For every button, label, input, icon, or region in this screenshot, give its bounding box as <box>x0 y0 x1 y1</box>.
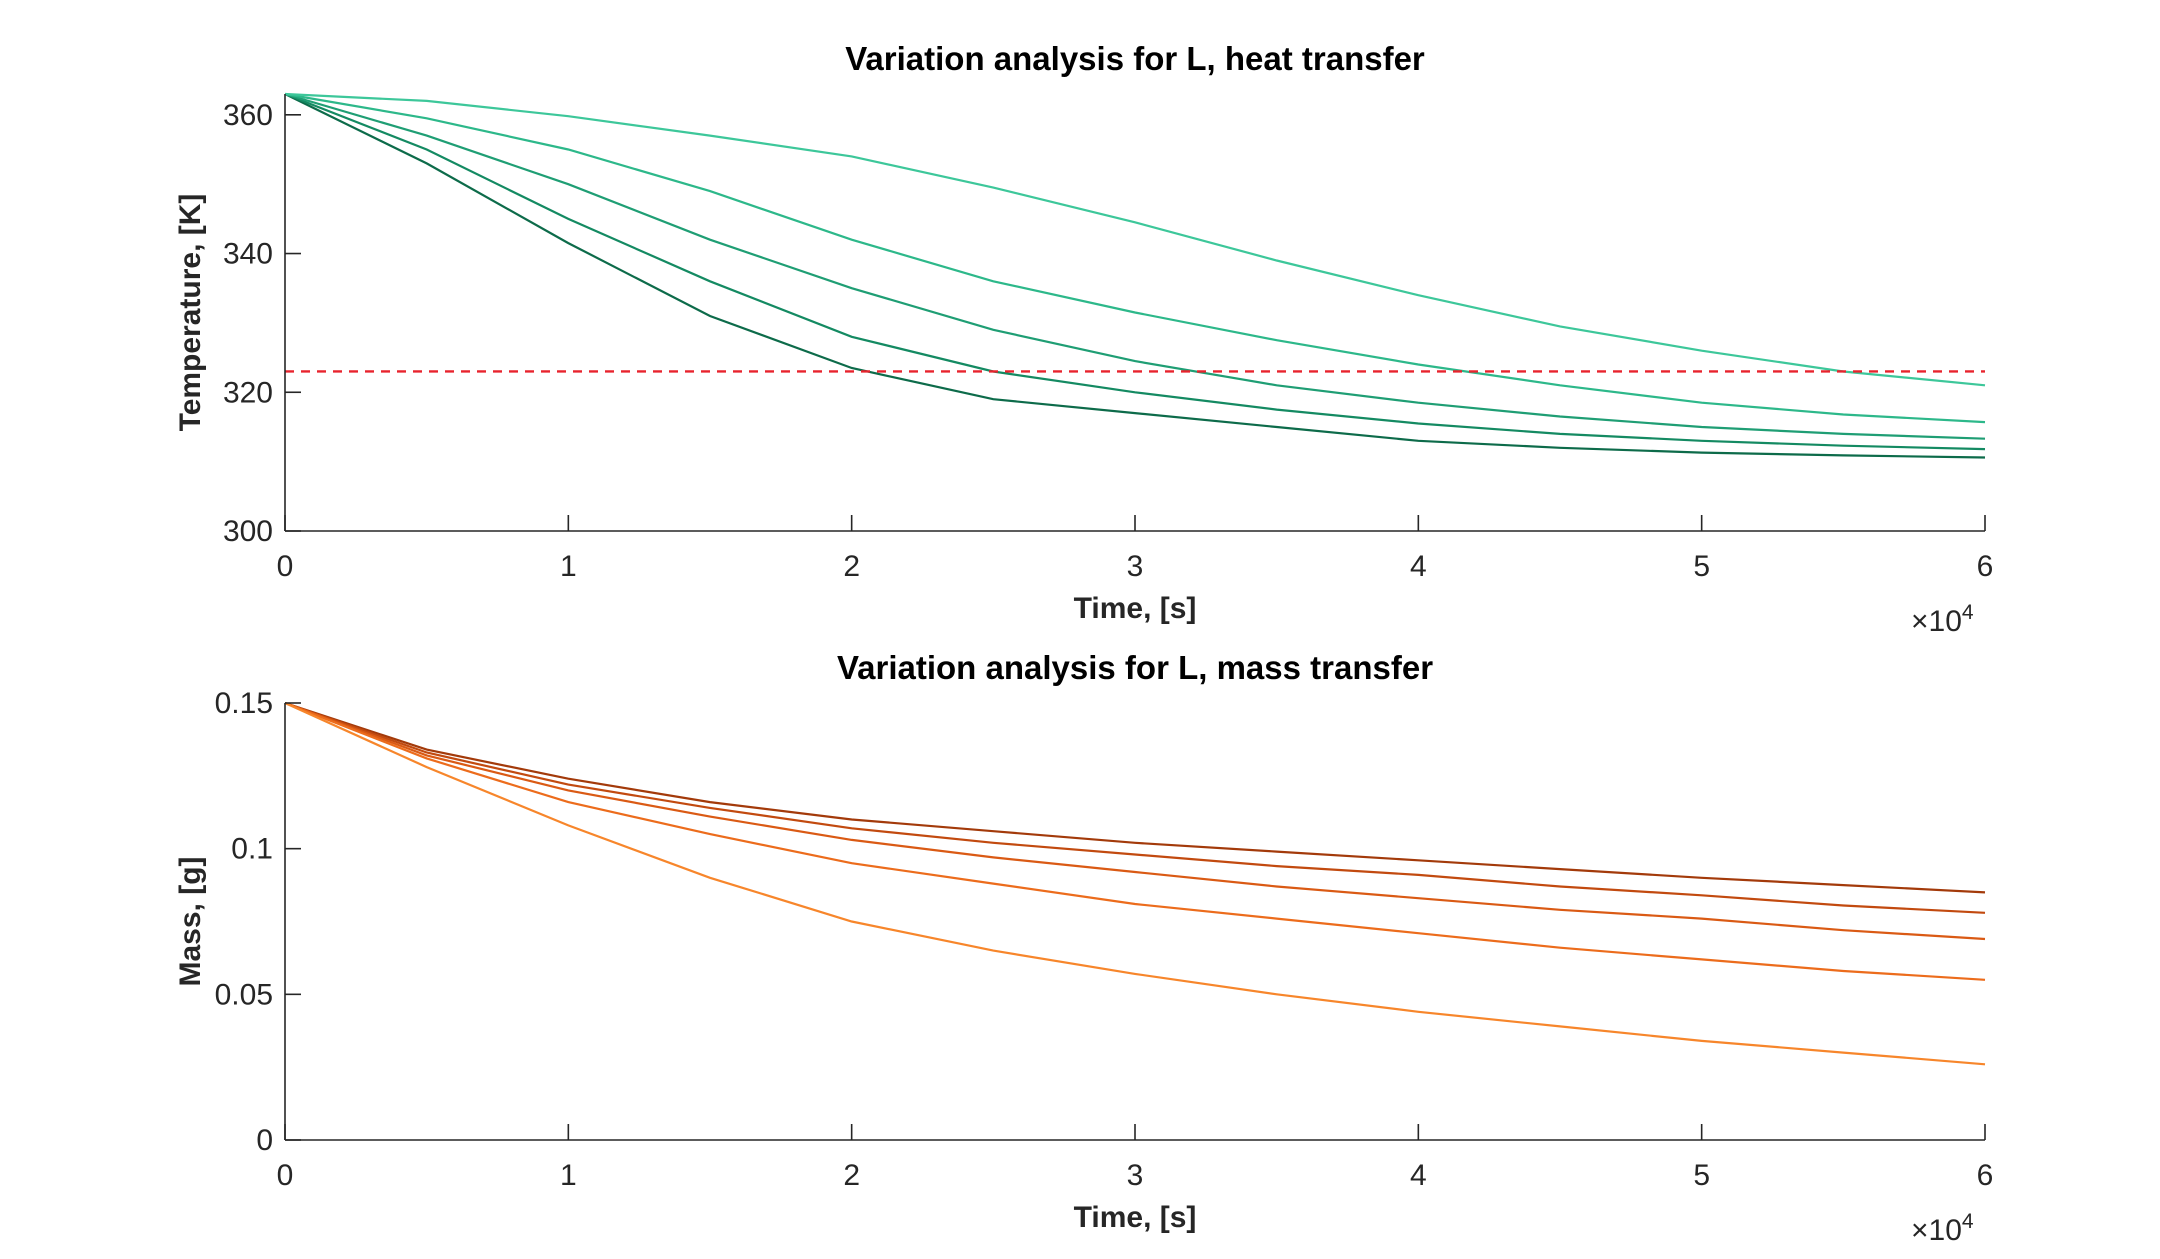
x-tick-label: 6 <box>1977 550 1994 583</box>
y-tick-label: 0.15 <box>215 687 273 720</box>
y-axis-label: Mass, [g] <box>174 856 207 986</box>
x-tick-label: 5 <box>1693 550 1710 583</box>
y-tick-label: 340 <box>223 238 273 271</box>
x-tick-label: 2 <box>843 1159 860 1192</box>
series-line-5 <box>284 701 1986 1066</box>
x-axis-label: Time, [s] <box>1074 1201 1197 1234</box>
plot-area: 0 1 2 3 4 5 6 0 0.05 0.1 0.15 <box>215 687 1994 1192</box>
x-axis-exponent: ×104 <box>1911 1210 1974 1247</box>
series-line-5 <box>284 92 1986 387</box>
series-line-1 <box>284 701 1986 894</box>
x-tick-label: 1 <box>560 1159 577 1192</box>
chart-title: Variation analysis for L, mass transfer <box>837 649 1433 686</box>
x-tick-label: 3 <box>1127 1159 1144 1192</box>
x-axis-label: Time, [s] <box>1074 592 1197 625</box>
x-tick-label: 4 <box>1410 550 1427 583</box>
x-tick-label: 2 <box>843 550 860 583</box>
y-tick-label: 360 <box>223 99 273 132</box>
series-line-4 <box>284 92 1986 424</box>
y-tick-label: 0.1 <box>231 833 273 866</box>
series-line-1 <box>284 93 1986 459</box>
x-tick-label: 1 <box>560 550 577 583</box>
x-tick-label: 3 <box>1127 550 1144 583</box>
series-line-3 <box>284 701 1986 941</box>
plot-area: 0 1 2 3 4 5 6 300 320 340 360 <box>223 92 1994 583</box>
x-axis-exponent-base: ×10 <box>1911 1214 1962 1247</box>
series-line-2 <box>284 701 1986 914</box>
heat-transfer-chart: Variation analysis for L, heat transfer … <box>174 40 1993 638</box>
x-axis-exponent-base: ×10 <box>1911 605 1962 638</box>
series-line-2 <box>284 92 1986 451</box>
x-axis-exponent-power: 4 <box>1962 601 1974 624</box>
mass-transfer-chart: Variation analysis for L, mass transfer … <box>174 649 1993 1247</box>
y-tick-label: 300 <box>223 515 273 548</box>
y-tick-label: 0.05 <box>215 978 273 1011</box>
series-line-3 <box>284 92 1986 440</box>
x-axis-exponent-power: 4 <box>1962 1210 1974 1233</box>
x-tick-label: 4 <box>1410 1159 1427 1192</box>
x-tick-label: 5 <box>1693 1159 1710 1192</box>
x-tick-label: 0 <box>277 550 294 583</box>
y-tick-label: 320 <box>223 376 273 409</box>
chart-title: Variation analysis for L, heat transfer <box>845 40 1425 77</box>
x-tick-label: 6 <box>1977 1159 1994 1192</box>
y-axis-label: Temperature, [K] <box>174 194 207 432</box>
y-tick-label: 0 <box>256 1124 273 1157</box>
x-axis-exponent: ×104 <box>1911 601 1974 638</box>
x-tick-label: 0 <box>277 1159 294 1192</box>
series-line-4 <box>284 701 1986 981</box>
